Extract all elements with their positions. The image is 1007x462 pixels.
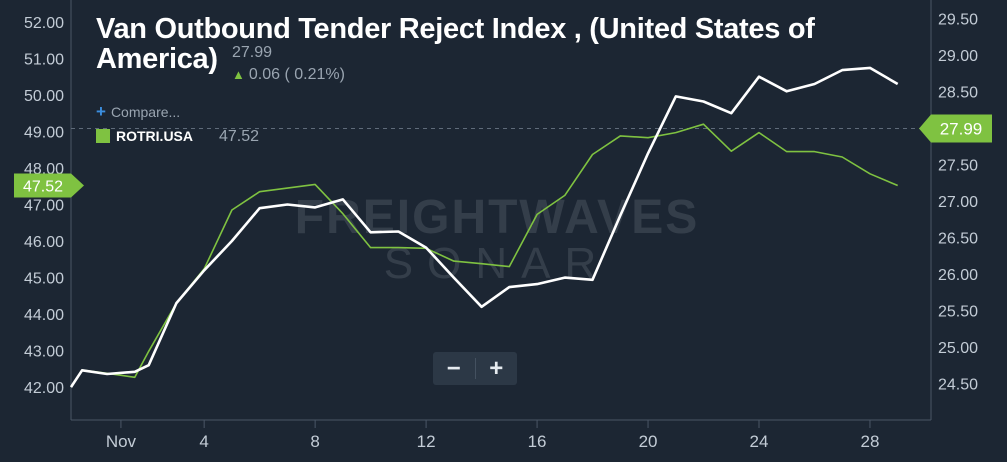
left-tick-label: 50.00 [24,88,64,105]
right-value-badge [919,114,992,143]
compare-label: Compare... [110,104,181,120]
right-tick-label: 25.00 [938,340,978,357]
zoom-out-button[interactable]: − [446,354,461,382]
chart-title: Van Outbound Tender Reject Index , (Unit… [96,13,815,75]
left-axis-ticks: 42.0043.0044.0045.0046.0047.0048.0049.00… [24,15,64,397]
right-tick-label: 28.50 [938,84,978,101]
right-tick-label: 26.00 [938,267,978,284]
x-tick-label: 24 [750,432,769,451]
x-tick-label: 20 [639,432,658,451]
right-tick-label: 29.00 [938,48,978,65]
right-tick-label: 25.50 [938,303,978,320]
price-change: ▲ 0.06 ( 0.21%) [232,66,345,84]
legend-item[interactable]: ROTRI.USA 47.52 [96,128,259,146]
zoom-controls: − + [433,352,517,385]
watermark-line1: FREIGHTWAVES [295,191,699,244]
x-tick-label: 12 [417,432,436,451]
right-tick-label: 24.50 [938,376,978,393]
right-tick-label: 27.50 [938,157,978,174]
left-tick-label: 51.00 [24,51,64,68]
compare-button[interactable]: + Compare... [96,102,180,122]
zoom-divider [474,358,476,379]
arrow-up-icon: ▲ [232,67,245,82]
legend-value: 47.52 [219,128,260,145]
left-tick-label: 45.00 [24,271,64,288]
right-tick-label: 29.50 [938,11,978,28]
right-axis-ticks: 24.5025.0025.5026.0026.5027.0027.5028.00… [938,11,978,393]
legend-label: ROTRI.USA [116,128,193,144]
legend-swatch [96,129,110,143]
right-tick-label: 26.50 [938,230,978,247]
x-tick-label: 8 [310,432,319,451]
x-tick-label: 28 [861,432,880,451]
left-value-badge [14,173,84,198]
watermark-line2: SONAR [384,239,610,288]
value-badges: 27.99 47.52 [14,114,992,198]
plus-icon: + [96,102,106,121]
zoom-in-button[interactable]: + [489,354,504,382]
series-line-tender-reject [69,66,899,388]
price-change-text: 0.06 ( 0.21%) [248,66,345,83]
left-tick-label: 42.00 [24,380,64,397]
left-tick-label: 47.00 [24,198,64,215]
last-price: 27.99 [232,44,273,61]
x-axis-ticks: Nov 4 8 12 16 20 24 28 [106,420,880,451]
x-tick-label: 16 [528,432,547,451]
left-tick-label: 52.00 [24,15,64,32]
left-tick-label: 49.00 [24,124,64,141]
x-tick-label: Nov [106,432,137,451]
left-value-badge-text: 47.52 [23,179,63,196]
left-tick-label: 44.00 [24,307,64,324]
x-tick-label: 4 [199,432,208,451]
series-layer [69,66,899,388]
right-value-badge-text: 27.99 [940,120,983,139]
left-tick-label: 46.00 [24,234,64,251]
right-tick-label: 27.00 [938,194,978,211]
left-tick-label: 43.00 [24,344,64,361]
